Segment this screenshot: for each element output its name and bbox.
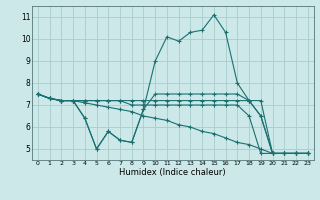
X-axis label: Humidex (Indice chaleur): Humidex (Indice chaleur) — [119, 168, 226, 177]
